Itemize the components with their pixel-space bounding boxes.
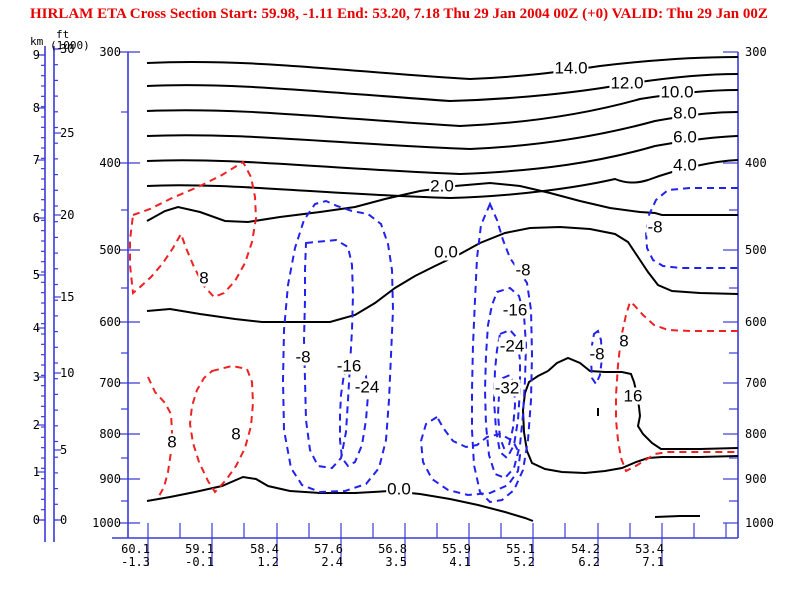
contour-red-8 — [147, 376, 174, 497]
pressure-right-label: 600 — [745, 315, 767, 329]
contour-label: -8 — [646, 217, 664, 237]
contour-label: 8.0 — [672, 103, 698, 123]
km-tick-label: 8 — [32, 101, 40, 115]
pressure-left-label: 500 — [99, 243, 121, 257]
contour-black-6 — [146, 135, 739, 176]
contour-black-8 — [146, 111, 739, 151]
km-tick-label: 6 — [32, 211, 40, 225]
pressure-left-label: 1000 — [92, 516, 121, 530]
contour-label: 0.0 — [386, 479, 412, 499]
km-tick-label: 5 — [32, 268, 40, 282]
x-tick-label: 60.1 -1.3 — [121, 542, 150, 569]
contour-black-2 — [146, 181, 738, 224]
contour-label: -24 — [498, 336, 526, 356]
contour-label: -8 — [294, 347, 312, 367]
contour-label: 14.0 — [553, 58, 589, 78]
ft-tick-label: 25 — [60, 126, 75, 140]
contour-blue--8 — [644, 187, 738, 269]
x-tick-label: 53.4 7.1 — [635, 542, 664, 569]
contour-black-0 — [146, 225, 739, 323]
contour-blue--16 — [302, 238, 355, 470]
contour-red-8 — [129, 160, 258, 299]
pressure-left-label: 700 — [99, 376, 121, 390]
contour-blue--8 — [589, 329, 604, 387]
contour-label: -8 — [514, 260, 532, 280]
x-tick-label: 56.8 3.5 — [378, 542, 407, 569]
contour-label: 10.0 — [659, 82, 695, 102]
km-tick-label: 7 — [32, 153, 40, 167]
ft-axis-subheader: (1000) — [50, 39, 90, 52]
contour-label: 0.0 — [433, 242, 459, 262]
km-tick-label: 9 — [32, 48, 40, 62]
ft-tick-label: 5 — [60, 443, 68, 457]
contour-label: 8 — [618, 331, 630, 351]
x-tick-label: 55.1 5.2 — [506, 542, 535, 569]
x-tick-label: 57.6 2.4 — [314, 542, 343, 569]
x-tick-label: 55.9 4.1 — [442, 542, 471, 569]
contour-label: 8 — [166, 432, 178, 452]
contour-blue--8 — [281, 199, 395, 494]
pressure-left-label: 800 — [99, 427, 121, 441]
pressure-right-label: 900 — [745, 472, 767, 486]
contour-label: 12.0 — [609, 73, 645, 93]
contour-black-0 — [654, 515, 700, 518]
contour-black-10 — [146, 89, 739, 128]
contour-black-4 — [146, 159, 739, 200]
plot-title: HIRLAM ETA Cross Section Start: 59.98, -… — [30, 6, 768, 22]
km-tick-label: 2 — [32, 418, 40, 432]
ft-tick-label: 0 — [60, 513, 68, 527]
pressure-right-label: 400 — [745, 156, 767, 170]
ft-tick-label: 10 — [60, 366, 75, 380]
x-tick-label: 58.4 1.2 — [250, 542, 279, 569]
km-tick-label: 3 — [32, 370, 40, 384]
pressure-right-label: 300 — [745, 45, 767, 59]
contour-label: 4.0 — [672, 155, 698, 175]
km-tick-label: 0 — [32, 513, 40, 527]
ft-axis-header: ft — [56, 28, 70, 41]
contour-label: -24 — [353, 377, 381, 397]
pressure-right-label: 700 — [745, 376, 767, 390]
x-tick-label: 54.2 6.2 — [571, 542, 600, 569]
ft-tick-label: 20 — [60, 208, 75, 222]
contour-blue--8 — [419, 415, 522, 497]
contour-red-8 — [615, 300, 738, 473]
pressure-right-label: 500 — [745, 243, 767, 257]
contour-black-14 — [146, 56, 739, 81]
contour-label: -16 — [335, 356, 363, 376]
ft-tick-label: 30 — [60, 42, 75, 56]
pressure-left-label: 300 — [99, 45, 121, 59]
pressure-left-label: 900 — [99, 472, 121, 486]
contour-black-12 — [146, 73, 739, 103]
contour-label: -32 — [493, 378, 521, 398]
contour-label: -8 — [588, 344, 606, 364]
contour-label: 8 — [198, 268, 210, 288]
contour-label: 2.0 — [429, 176, 455, 196]
km-tick-label: 4 — [32, 321, 40, 335]
pressure-left-label: 600 — [99, 315, 121, 329]
km-axis-header: km — [30, 35, 44, 48]
contour-label: 16 — [622, 386, 644, 406]
contour-black-0 — [146, 475, 534, 522]
ft-tick-label: 15 — [60, 290, 75, 304]
pressure-right-label: 800 — [745, 427, 767, 441]
km-tick-label: 1 — [32, 465, 40, 479]
contour-blue--24 — [339, 368, 370, 468]
contour-label: 8 — [230, 424, 242, 444]
contour-label: 6.0 — [672, 127, 698, 147]
pressure-left-label: 400 — [99, 156, 121, 170]
contour-red-8 — [188, 364, 255, 494]
x-tick-label: 59.1 -0.1 — [185, 542, 214, 569]
contour-label: -16 — [501, 300, 529, 320]
pressure-right-label: 1000 — [745, 516, 774, 530]
